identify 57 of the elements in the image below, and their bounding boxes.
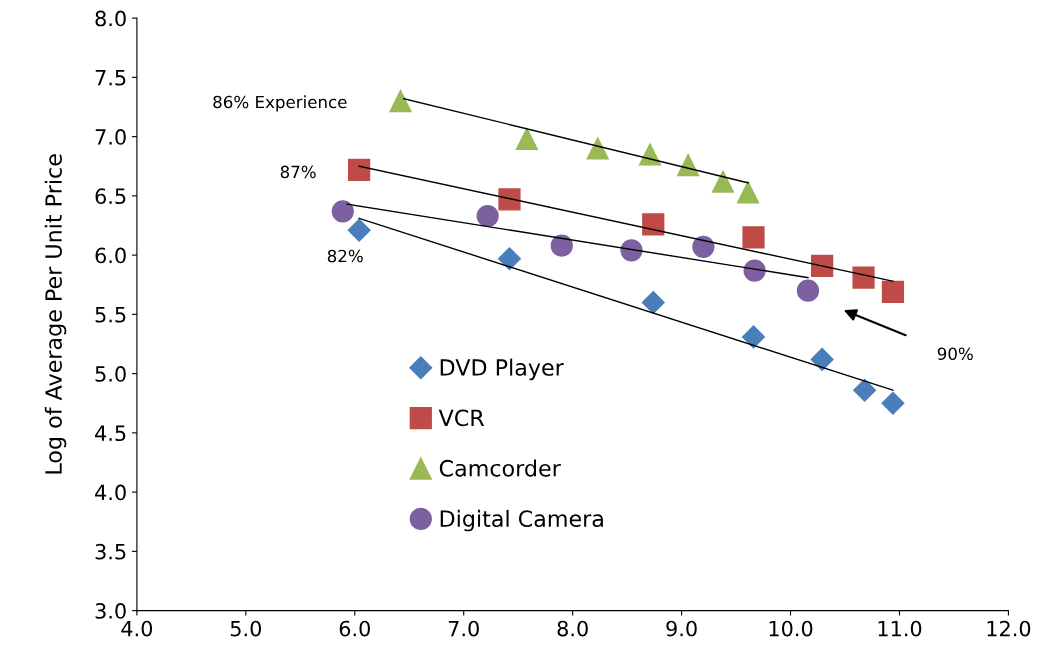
point xyxy=(476,204,499,228)
point xyxy=(711,170,735,193)
point xyxy=(810,347,834,371)
legend-label: DVD Player xyxy=(440,358,564,381)
y-tick-label: 5.5 xyxy=(95,307,126,323)
annotation: 87% xyxy=(280,165,316,179)
y-tick-label: 6.5 xyxy=(95,188,126,205)
y-tick-label: 4.5 xyxy=(95,425,126,442)
y-tick-label: 3.5 xyxy=(95,543,126,560)
point xyxy=(331,200,354,223)
x-tick-label: 6.0 xyxy=(339,620,370,637)
point xyxy=(586,137,609,160)
legend-label: Camcorder xyxy=(439,459,561,477)
annotation: 86% Experience xyxy=(213,95,347,112)
y-tick-label: 8.0 xyxy=(95,10,126,27)
point xyxy=(515,127,539,151)
point xyxy=(642,213,665,236)
point xyxy=(620,239,643,262)
y-tick-label: 6.0 xyxy=(95,247,126,264)
y-tick-label: 4.0 xyxy=(95,484,126,501)
legend-label: VCR xyxy=(438,409,485,427)
y-axis-title: Log of Average Per Unit Price xyxy=(44,154,67,474)
point xyxy=(692,235,715,258)
annotation: 90% xyxy=(937,347,973,361)
x-tick-label: 8.0 xyxy=(557,620,588,637)
point xyxy=(498,188,521,211)
point xyxy=(796,279,820,302)
point xyxy=(389,89,412,113)
point xyxy=(881,280,905,303)
annotation: 82% xyxy=(327,249,363,263)
point xyxy=(742,325,766,349)
point xyxy=(497,247,521,271)
point xyxy=(881,391,905,415)
point xyxy=(852,266,875,289)
x-tick-label: 7.0 xyxy=(448,620,479,637)
point xyxy=(736,181,760,204)
legend-label: Digital Camera xyxy=(440,509,603,532)
point xyxy=(742,226,765,249)
x-tick-label: 9.0 xyxy=(666,620,697,637)
y-tick-label: 5.0 xyxy=(95,366,126,382)
x-tick-label: 4.0 xyxy=(121,620,153,637)
y-tick-label: 7.5 xyxy=(95,70,126,86)
y-tick-label: 7.0 xyxy=(95,129,126,145)
point xyxy=(641,291,665,315)
point xyxy=(811,254,834,277)
y-tick-label: 3.0 xyxy=(95,603,126,619)
x-tick-label: 10.0 xyxy=(769,620,813,637)
point xyxy=(348,158,371,181)
point xyxy=(347,218,371,242)
x-tick-label: 11.0 xyxy=(878,620,922,637)
point xyxy=(550,234,573,257)
point xyxy=(677,153,700,177)
x-tick-label: 12.0 xyxy=(987,620,1031,637)
point xyxy=(638,143,662,166)
point xyxy=(853,378,877,402)
x-tick-label: 5.0 xyxy=(230,620,262,637)
point xyxy=(743,259,766,282)
